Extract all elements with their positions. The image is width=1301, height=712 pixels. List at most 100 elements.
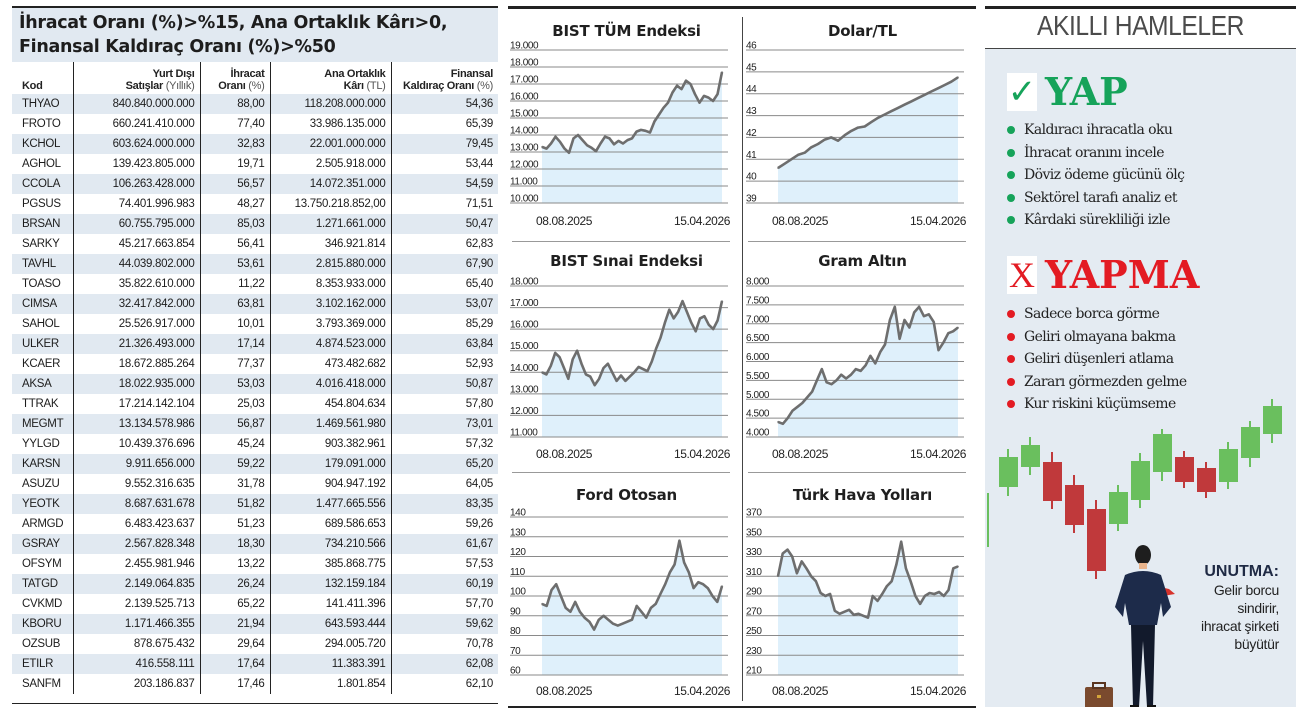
data-point [699,317,701,320]
data-point [572,137,575,140]
tips-box: ✓ YAP Kaldıracı ihracatla oku İhracat or… [985,49,1296,707]
checkmark-icon: ✓ [1007,71,1037,112]
cell-finansal-kaldirac-orani: 57,32 [390,434,498,454]
cell-finansal-kaldirac-orani: 73,01 [390,414,498,434]
data-point [850,130,853,132]
cell-ana-ortaklik-kari: 904.947.192 [269,474,391,494]
reminder-line: büyütür [1234,636,1279,652]
divider [12,6,498,8]
data-point [698,101,701,104]
data-point [688,571,690,574]
data-point [690,321,693,324]
x-tick-label: 15.04.2026 [910,447,967,461]
data-point [913,311,915,314]
cell-ana-ortaklik-kari: 903.382.961 [269,434,391,454]
data-point [928,313,930,316]
cell-kod: KBORU [12,614,73,634]
cell-kod: YEOTK [12,494,73,514]
data-point [558,356,561,358]
cell-finansal-kaldirac-orani: 61,67 [390,534,498,554]
list-item: İhracat oranını incele [1007,142,1184,165]
cell-ana-ortaklik-kari: 2.815.880.000 [269,254,391,274]
cell-yurt-disi-satislar: 74.401.996.983 [72,194,200,214]
data-point [654,603,657,605]
red-bullet-icon [1007,355,1015,364]
list-item: Kur riskini küçümseme [1007,393,1187,416]
cell-finansal-kaldirac-orani: 67,90 [390,254,498,274]
cell-finansal-kaldirac-orani: 64,05 [390,474,498,494]
cell-ana-ortaklik-kari: 179.091.000 [269,454,391,474]
data-point [797,154,799,156]
data-point [819,592,822,594]
chart-title: Gram Altın [818,252,907,270]
data-point [801,402,804,404]
data-point [791,555,793,558]
data-point [659,337,662,339]
cell-yurt-disi-satislar: 8.687.631.678 [72,494,200,514]
data-point [681,300,684,302]
data-point [777,575,779,578]
data-point [694,93,696,95]
cell-yurt-disi-satislar: 203.186.837 [72,674,200,694]
x-tick-label: 15.04.2026 [674,214,731,228]
data-point [837,139,839,142]
data-point [580,362,583,365]
y-tick-label: 43 [746,106,757,117]
y-tick-label: 18.000 [510,277,539,288]
data-point [541,146,543,148]
red-bullet-icon [1007,332,1015,341]
data-point [817,143,819,145]
y-tick-label: 17.000 [510,75,539,86]
data-point [664,583,666,585]
data-point [886,585,888,587]
y-tick-label: 11.000 [510,177,538,188]
data-point [590,147,593,149]
cell-finansal-kaldirac-orani: 53,44 [390,154,498,174]
cell-kod: YYLGD [22,438,60,450]
cell-kod: OFSYM [22,558,62,570]
data-point [924,595,926,597]
data-point [626,620,629,623]
data-point [838,613,841,615]
table-row: YEOTK 8.687.631.678 51,82 1.477.665.556 83,3… [12,494,498,514]
data-point [559,141,561,143]
cell-ana-ortaklik-kari: 3.102.162.000 [269,294,391,314]
y-tick-label: 370 [746,508,762,519]
data-point [651,360,653,363]
cell-yurt-disi-satislar: 139.423.805.000 [72,154,200,174]
cell-ana-ortaklik-kari: 473.482.682 [269,354,391,374]
y-tick-label: 15.000 [510,109,539,120]
data-point [816,379,818,382]
y-tick-label: 16.000 [510,320,539,331]
cell-kod: CCOLA [12,174,73,194]
series-area [778,541,958,675]
cell-ana-ortaklik-kari: 385.868.775 [269,554,391,574]
data-point [790,158,793,161]
column-header-ihracat-orani: İhracat Oranı (%) [199,62,270,94]
cell-ihracat-orani: 56,87 [199,414,270,434]
column-header-ana-ortaklik-kari: Ana Ortaklık Kârı (TL) [269,62,391,94]
data-point [805,567,808,570]
data-point [662,107,665,109]
cell-kod: OZSUB [22,638,61,650]
data-point [917,97,919,99]
y-tick-label: 19.000 [510,41,539,52]
divider [748,472,966,473]
cell-ana-ortaklik-kari: 1.271.661.000 [269,214,391,234]
data-point [884,343,886,346]
cell-yurt-disi-satislar: 416.558.111 [72,654,200,674]
data-point [635,130,638,133]
y-tick-label: 100 [510,587,526,598]
y-tick-label: 6.000 [746,352,770,363]
data-point [777,421,779,423]
data-point [577,134,579,136]
cell-finansal-kaldirac-orani: 59,26 [390,514,498,534]
cell-ana-ortaklik-kari: 33.986.135.000 [269,114,391,134]
screening-table-panel: İhracat Oranı (%)>%15, Ana Ortaklık Kârı… [12,6,498,706]
data-point [583,616,586,619]
data-point [830,136,833,139]
chart-svg: 11.000 12.000 13.000 14.000 15.000 16.000 17.0… [510,277,731,461]
y-tick-label: 6.500 [746,333,770,344]
cell-kod: ETILR [12,654,73,674]
cell-finansal-kaldirac-orani: 65,20 [390,454,498,474]
